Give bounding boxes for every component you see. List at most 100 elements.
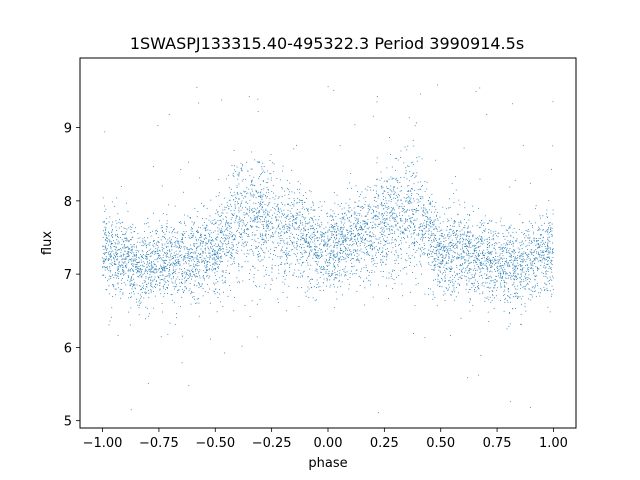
data-point bbox=[422, 234, 424, 236]
data-point bbox=[157, 253, 159, 255]
data-point bbox=[344, 253, 346, 255]
data-point bbox=[119, 291, 121, 293]
data-point bbox=[349, 231, 351, 233]
data-point bbox=[504, 271, 506, 273]
data-point bbox=[354, 236, 356, 238]
data-point bbox=[383, 239, 385, 241]
data-point bbox=[194, 266, 196, 268]
data-point bbox=[432, 224, 434, 226]
data-point bbox=[231, 236, 233, 238]
data-point bbox=[150, 252, 152, 254]
data-point bbox=[497, 232, 499, 234]
data-point bbox=[116, 259, 118, 261]
data-point bbox=[368, 279, 370, 281]
data-point bbox=[174, 286, 176, 288]
data-point bbox=[272, 185, 274, 187]
data-point bbox=[439, 234, 441, 236]
data-point bbox=[120, 297, 122, 299]
data-point bbox=[339, 275, 341, 277]
data-point bbox=[435, 228, 437, 230]
data-point bbox=[371, 255, 373, 257]
data-point bbox=[188, 236, 190, 238]
data-point bbox=[226, 227, 228, 229]
data-point bbox=[191, 269, 193, 271]
data-point bbox=[164, 278, 166, 280]
data-point bbox=[394, 158, 396, 160]
data-point bbox=[104, 246, 106, 248]
data-point bbox=[211, 257, 213, 259]
data-point bbox=[236, 281, 238, 283]
data-point bbox=[445, 255, 447, 257]
data-point bbox=[124, 250, 126, 252]
data-point bbox=[290, 239, 291, 241]
data-point bbox=[251, 234, 253, 236]
data-point bbox=[175, 256, 177, 258]
data-point bbox=[103, 259, 105, 261]
data-point bbox=[447, 252, 449, 254]
data-point bbox=[208, 239, 210, 241]
data-point bbox=[140, 253, 142, 255]
data-point bbox=[183, 231, 185, 233]
data-point bbox=[448, 233, 450, 235]
data-point bbox=[167, 250, 169, 252]
data-point bbox=[368, 226, 370, 228]
data-point bbox=[386, 259, 388, 261]
data-point bbox=[480, 261, 482, 263]
data-point bbox=[267, 250, 269, 252]
data-point bbox=[138, 314, 140, 316]
data-point bbox=[390, 242, 392, 244]
data-point bbox=[418, 199, 420, 201]
data-point bbox=[442, 261, 444, 263]
data-point bbox=[367, 219, 369, 221]
data-point bbox=[128, 311, 130, 313]
data-point bbox=[191, 234, 193, 236]
data-point bbox=[203, 227, 205, 229]
data-point bbox=[235, 252, 237, 254]
data-point bbox=[383, 215, 385, 217]
data-point bbox=[118, 218, 120, 220]
data-point bbox=[115, 250, 117, 252]
data-point bbox=[293, 274, 295, 276]
data-point bbox=[479, 87, 481, 89]
data-point bbox=[535, 239, 537, 241]
data-point bbox=[455, 245, 457, 247]
data-point bbox=[382, 213, 384, 215]
data-point bbox=[549, 241, 551, 243]
data-point bbox=[293, 198, 295, 200]
data-point bbox=[108, 324, 110, 326]
data-point bbox=[382, 208, 384, 210]
data-point bbox=[257, 192, 259, 194]
data-point bbox=[116, 197, 118, 199]
data-point bbox=[264, 204, 266, 206]
data-point bbox=[436, 305, 438, 307]
data-point bbox=[291, 201, 293, 203]
data-point bbox=[126, 252, 128, 254]
data-point bbox=[395, 225, 397, 227]
data-point bbox=[387, 223, 389, 225]
data-point bbox=[183, 248, 185, 250]
data-point bbox=[352, 230, 354, 232]
data-point bbox=[488, 277, 490, 279]
data-point bbox=[111, 230, 113, 232]
data-point bbox=[224, 240, 226, 242]
data-point bbox=[117, 268, 119, 270]
data-point bbox=[341, 208, 343, 210]
data-point bbox=[217, 233, 219, 235]
data-point bbox=[282, 281, 284, 283]
data-point bbox=[435, 279, 437, 281]
data-point bbox=[466, 222, 468, 224]
data-point bbox=[360, 236, 362, 238]
data-point bbox=[319, 256, 321, 258]
data-point bbox=[108, 275, 110, 277]
data-point bbox=[274, 246, 276, 248]
data-point bbox=[285, 250, 287, 252]
data-point bbox=[105, 243, 107, 244]
data-point bbox=[248, 96, 250, 98]
data-point bbox=[238, 241, 240, 243]
data-point bbox=[118, 221, 120, 223]
data-point bbox=[336, 247, 338, 249]
data-point bbox=[162, 236, 164, 238]
data-point bbox=[235, 197, 237, 199]
data-point bbox=[409, 265, 411, 267]
data-point bbox=[346, 256, 348, 258]
